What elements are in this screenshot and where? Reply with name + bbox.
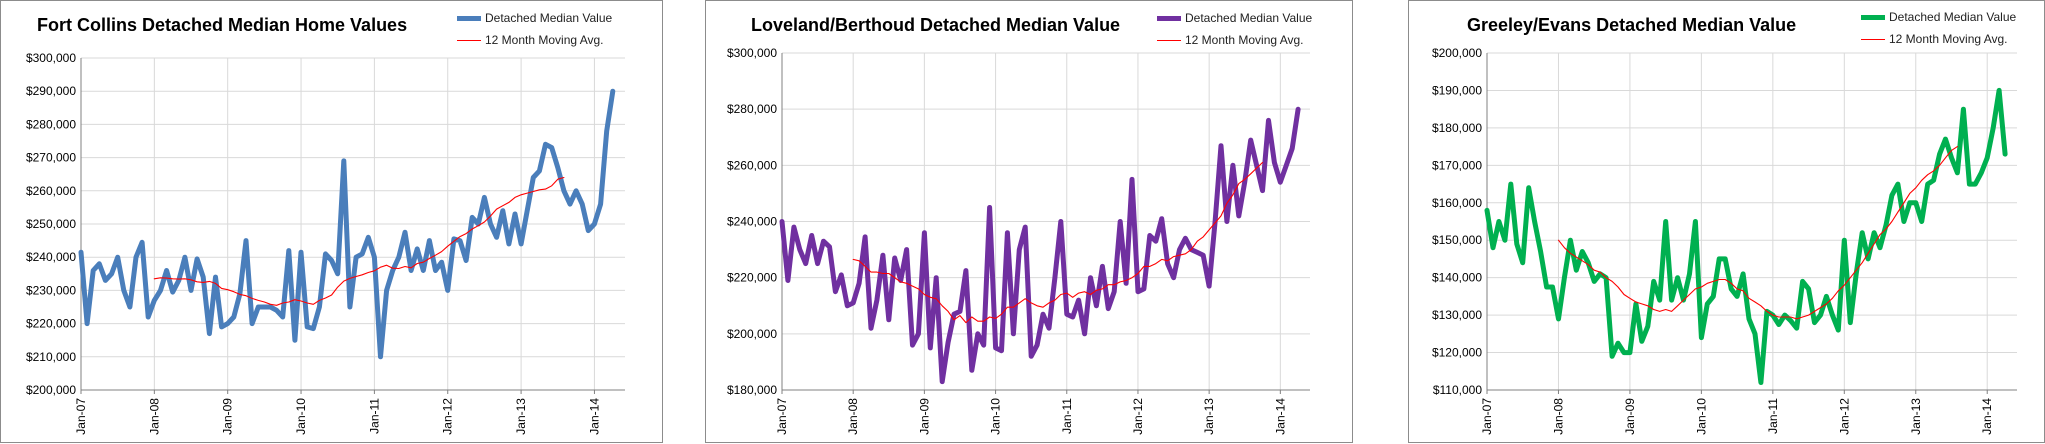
y-tick-label: $110,000 (1433, 383, 1482, 397)
legend-entry: 12 Month Moving Avg. (1861, 28, 2016, 50)
y-tick-label: $160,000 (1432, 196, 1482, 210)
x-tick-label: Jan-13 (1909, 398, 1923, 435)
x-tick-label: Jan-09 (221, 398, 235, 435)
chart-legend: Detached Median Value 12 Month Moving Av… (1861, 6, 2016, 50)
x-tick-label: Jan-09 (1623, 398, 1637, 435)
series-line-median-value (779, 106, 1301, 385)
chart-title: Loveland/Berthoud Detached Median Value (751, 15, 1121, 35)
legend-entry: Detached Median Value (457, 7, 612, 29)
x-tick-label: Jan-07 (74, 398, 88, 435)
x-tick-label: Jan-08 (147, 398, 161, 435)
y-tick-label: $300,000 (727, 46, 777, 60)
y-tick-label: $230,000 (26, 283, 76, 297)
x-tick-label: Jan-08 (846, 398, 860, 435)
y-tick-label: $140,000 (1432, 271, 1482, 285)
y-tick-label: $130,000 (1432, 308, 1482, 322)
legend-label: Detached Median Value (1185, 11, 1313, 25)
x-tick-label: Jan-08 (1551, 398, 1565, 435)
x-tick-label: Jan-13 (514, 398, 528, 435)
series-line-median-value (78, 88, 616, 360)
chart-plot-area: $200,000 $210,000 $220,000 $230,000 $240,000… (26, 51, 625, 435)
x-tick-label: Jan-11 (367, 398, 381, 434)
x-tick-label: Jan-14 (587, 398, 601, 435)
x-tick-label: Jan-07 (775, 398, 789, 435)
chart-loveland-berthoud: $180,000 $200,000 $220,000 $240,000 $260,000… (705, 0, 1353, 443)
x-tick-label: Jan-12 (1837, 398, 1851, 435)
legend-entry: Detached Median Value (1861, 6, 2016, 28)
legend-label: 12 Month Moving Avg. (1185, 33, 1304, 47)
x-tick-label: Jan-14 (1980, 398, 1994, 435)
legend-entry: 12 Month Moving Avg. (457, 29, 612, 51)
legend-swatch (1861, 14, 1885, 20)
chart-plot-area: $180,000 $200,000 $220,000 $240,000 $260,000… (727, 46, 1310, 435)
x-tick-label: Jan-07 (1480, 398, 1494, 435)
legend-entry: 12 Month Moving Avg. (1157, 29, 1312, 51)
chart-fort-collins: $200,000 $210,000 $220,000 $230,000 $240,000… (0, 0, 663, 443)
legend-swatch (1157, 15, 1181, 21)
y-tick-label: $220,000 (727, 271, 777, 285)
y-tick-label: $280,000 (727, 102, 777, 116)
y-tick-label: $210,000 (26, 350, 76, 364)
y-tick-label: $260,000 (727, 158, 777, 172)
legend-swatch (457, 39, 481, 41)
y-tick-label: $200,000 (727, 327, 777, 341)
y-tick-label: $200,000 (1432, 46, 1482, 60)
chart-greeley-evans: $110,000 $120,000 $130,000 $140,000 $150,000… (1408, 0, 2045, 443)
legend-label: 12 Month Moving Avg. (485, 33, 604, 47)
chart-title: Greeley/Evans Detached Median Value (1467, 15, 1797, 35)
x-tick-label: Jan-13 (1202, 398, 1216, 435)
x-tick-label: Jan-14 (1273, 398, 1287, 435)
x-tick-label: Jan-10 (989, 398, 1003, 435)
y-tick-label: $270,000 (26, 151, 76, 165)
y-tick-label: $220,000 (26, 317, 76, 331)
y-tick-label: $300,000 (26, 51, 76, 65)
x-tick-label: Jan-12 (1131, 398, 1145, 435)
y-tick-label: $260,000 (26, 184, 76, 198)
chart-legend: Detached Median Value 12 Month Moving Av… (1157, 7, 1312, 51)
y-tick-label: $250,000 (26, 217, 76, 231)
chart-title: Fort Collins Detached Median Home Values (37, 15, 408, 35)
x-tick-label: Jan-12 (441, 398, 455, 435)
y-tick-label: $150,000 (1432, 233, 1482, 247)
legend-swatch (1157, 39, 1181, 41)
x-tick-label: Jan-10 (1694, 398, 1708, 435)
legend-label: 12 Month Moving Avg. (1889, 32, 2008, 46)
series-line-moving-average (1557, 146, 1958, 320)
y-tick-label: $280,000 (26, 117, 76, 131)
series-line-moving-average (153, 176, 565, 306)
y-tick-label: $200,000 (26, 383, 76, 397)
legend-label: Detached Median Value (485, 11, 613, 25)
y-tick-label: $180,000 (1432, 121, 1482, 135)
chart-plot-area: $110,000 $120,000 $130,000 $140,000 $150,000… (1432, 46, 2017, 435)
legend-label: Detached Median Value (1889, 10, 2017, 24)
x-tick-label: Jan-09 (917, 398, 931, 435)
x-tick-label: Jan-11 (1766, 398, 1780, 434)
y-tick-label: $240,000 (727, 215, 777, 229)
y-tick-label: $120,000 (1432, 346, 1482, 360)
y-tick-label: $240,000 (26, 250, 76, 264)
legend-swatch (1861, 38, 1885, 40)
y-tick-label: $170,000 (1432, 158, 1482, 172)
chart-legend: Detached Median Value 12 Month Moving Av… (457, 7, 612, 51)
legend-entry: Detached Median Value (1157, 7, 1312, 29)
y-tick-label: $190,000 (1432, 83, 1482, 97)
y-tick-label: $290,000 (26, 84, 76, 98)
x-tick-label: Jan-11 (1060, 398, 1074, 434)
y-tick-label: $180,000 (727, 383, 777, 397)
series-line-moving-average (852, 161, 1264, 324)
x-tick-label: Jan-10 (294, 398, 308, 435)
legend-swatch (457, 15, 481, 21)
series-line-median-value (1484, 87, 2008, 385)
